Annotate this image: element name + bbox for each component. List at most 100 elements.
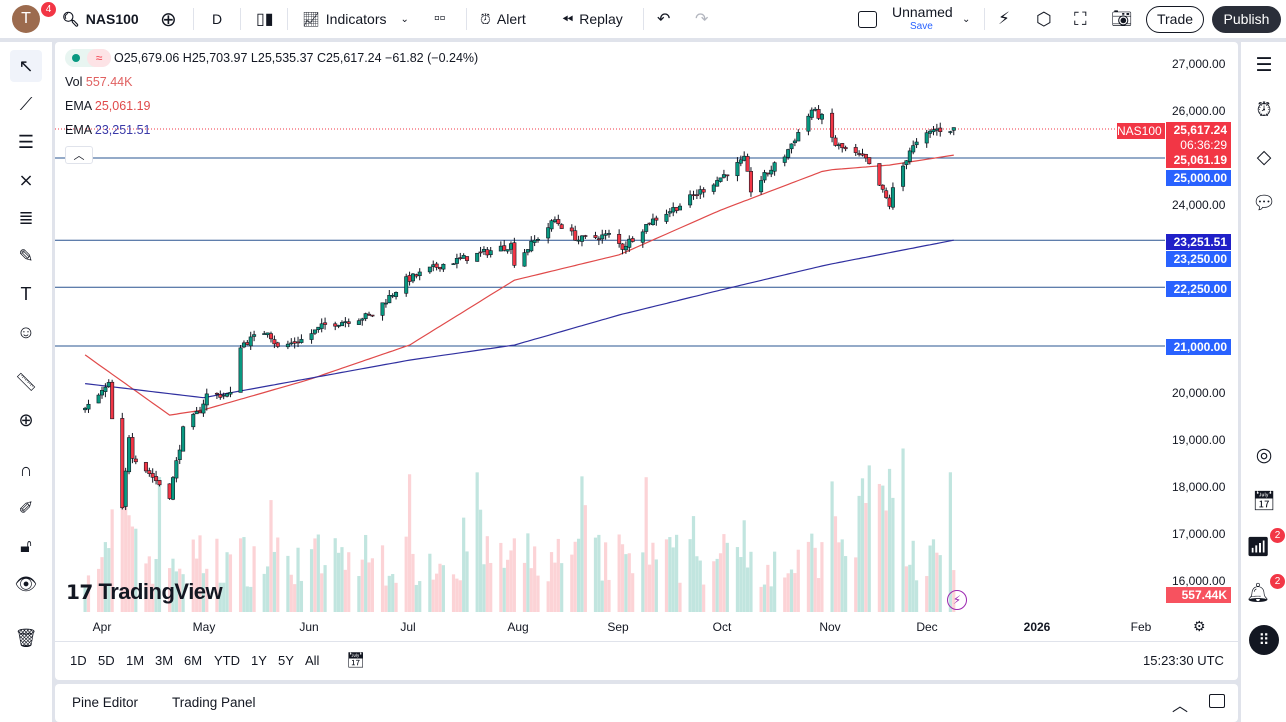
range-6m[interactable]: 6M (184, 653, 203, 668)
redo-icon[interactable]: ↷ (695, 11, 709, 28)
candle-body (816, 109, 821, 119)
chevron-up-icon[interactable]: ︿ (1172, 698, 1189, 715)
replay-button[interactable]: ⏪︎ Replay (562, 10, 623, 28)
watchlist-icon[interactable]: ☰ (1255, 54, 1273, 76)
undo-icon[interactable]: ↶ (657, 11, 671, 28)
candle-body (522, 252, 527, 267)
candle-body (677, 205, 682, 211)
chart-pane[interactable] (55, 42, 1238, 680)
range-1m[interactable]: 1M (126, 653, 145, 668)
compare-add-icon[interactable]: ⊕ (160, 8, 177, 31)
emoji-icon[interactable]: ☺ (16, 321, 36, 342)
save-link[interactable]: Save (910, 21, 933, 32)
candle-body (546, 227, 551, 239)
fib-icon[interactable]: ≣ (18, 207, 34, 228)
eye-icon[interactable]: 👁︎ (14, 573, 38, 594)
volume-bar (222, 582, 226, 612)
lightning-icon[interactable]: ⚡︎ (947, 590, 967, 610)
cursor-icon[interactable]: ↖ (10, 50, 42, 82)
pattern-icon[interactable]: ⨯ (18, 169, 34, 190)
layouts-icon[interactable]: ▫▫ (434, 10, 446, 27)
layout-name[interactable]: Unnamed (892, 4, 953, 20)
tab-trading-panel[interactable]: Trading Panel (172, 695, 256, 710)
tab-pine-editor[interactable]: Pine Editor (72, 695, 139, 710)
range-5y[interactable]: 5Y (278, 653, 294, 668)
ruler-icon[interactable]: 📏︎ (14, 371, 38, 392)
volume-bar (830, 481, 834, 612)
candle-body (843, 147, 848, 150)
symbol-search-button[interactable]: 🔍︎ NAS100 (62, 10, 139, 28)
layers-icon[interactable]: ◇ (1256, 146, 1272, 168)
top-toolbar: T 4 🔍︎ NAS100 ⊕ D ▯▮ 📈︎ Indicators ⌄ ▫▫ ⏰︎ A… (0, 0, 1286, 38)
candle-body (819, 114, 824, 120)
clock[interactable]: 15:23:30 UTC (1143, 653, 1224, 668)
calendar-icon[interactable]: 📅︎ (1251, 491, 1277, 512)
magnet-icon[interactable]: ∩ (19, 459, 33, 480)
volume-bar (786, 573, 790, 612)
avatar[interactable]: T (12, 0, 40, 38)
range-ytd[interactable]: YTD (214, 653, 240, 668)
volume-bar (742, 520, 746, 612)
candle-body (431, 264, 436, 267)
volume-bar (526, 533, 530, 612)
chat-icon[interactable]: 💬︎ (1251, 193, 1277, 214)
candle-body (836, 144, 841, 147)
range-1y[interactable]: 1Y (251, 653, 267, 668)
range-5d[interactable]: 5D (98, 653, 115, 668)
indicators-button[interactable]: 📈︎ Indicators ⌄ (302, 10, 409, 28)
bell-icon[interactable]: 🔔︎ (1245, 583, 1271, 604)
quick-search-icon[interactable]: ⚡︎ (998, 9, 1010, 28)
lock-drawing-icon[interactable]: ✐ (18, 497, 34, 518)
collapse-legend-button[interactable]: ︿ (65, 146, 93, 164)
axis-settings-icon[interactable]: ⚙︎ (1193, 618, 1206, 634)
volume-bar (431, 579, 435, 612)
candle-body (583, 235, 588, 237)
alert-button[interactable]: ⏰︎ Alert (480, 10, 526, 28)
range-all[interactable]: All (305, 653, 320, 668)
trend-line-icon[interactable]: ⟋ (19, 93, 33, 114)
ema-slow-line (85, 239, 954, 399)
volume-bar (908, 564, 912, 612)
zoom-in-icon[interactable]: ⊕ (18, 409, 34, 430)
trade-button[interactable]: Trade (1146, 6, 1204, 33)
publish-button[interactable]: Publish (1212, 6, 1281, 33)
horizontal-lines-icon[interactable]: ☰ (17, 131, 35, 152)
volume-bar (533, 546, 537, 612)
interval-button[interactable]: D (212, 11, 223, 27)
volume-bar (773, 551, 777, 612)
range-1d[interactable]: 1D (70, 653, 87, 668)
maximize-icon[interactable] (1209, 694, 1225, 708)
candle-body (110, 381, 115, 420)
volume-bar (546, 581, 550, 612)
trash-icon[interactable]: 🗑︎ (14, 627, 38, 648)
gauge-icon[interactable]: ◎ (1255, 444, 1273, 466)
candles-icon[interactable]: ▯▮ (256, 11, 274, 28)
candle-body (245, 342, 250, 345)
text-icon[interactable]: T (20, 283, 32, 304)
layout-checkbox[interactable] (858, 0, 877, 38)
range-3m[interactable]: 3M (155, 653, 174, 668)
calendar-range-icon[interactable]: 📅︎ (346, 652, 366, 669)
fullscreen-icon[interactable]: ⛶ (1074, 8, 1087, 29)
candle-body (762, 172, 767, 181)
candle-body (414, 274, 419, 277)
lock-icon[interactable]: 🔓︎ (20, 535, 32, 556)
alarm-clock-icon[interactable]: ⏰︎ (1256, 100, 1272, 121)
volume-bar (512, 538, 516, 612)
candle-body (475, 252, 480, 262)
candle-body (387, 294, 392, 304)
candle-body (218, 394, 223, 398)
camera-icon[interactable]: 📷︎ (1111, 9, 1133, 28)
settings-icon[interactable]: ⬡ (1036, 8, 1052, 29)
volume-bar (884, 510, 888, 612)
candle-body (241, 342, 246, 348)
notification-badge: 4 (41, 2, 56, 17)
candle-body (701, 189, 706, 193)
apps-grid-icon[interactable]: ⠿ (1249, 625, 1279, 655)
chevron-down-icon[interactable]: ⌄ (962, 13, 971, 25)
brush-icon[interactable]: ✎ (18, 245, 34, 266)
volume-bar (147, 556, 151, 612)
stream-icon[interactable]: 📶︎ (1245, 537, 1271, 558)
volume-bar (712, 561, 716, 612)
